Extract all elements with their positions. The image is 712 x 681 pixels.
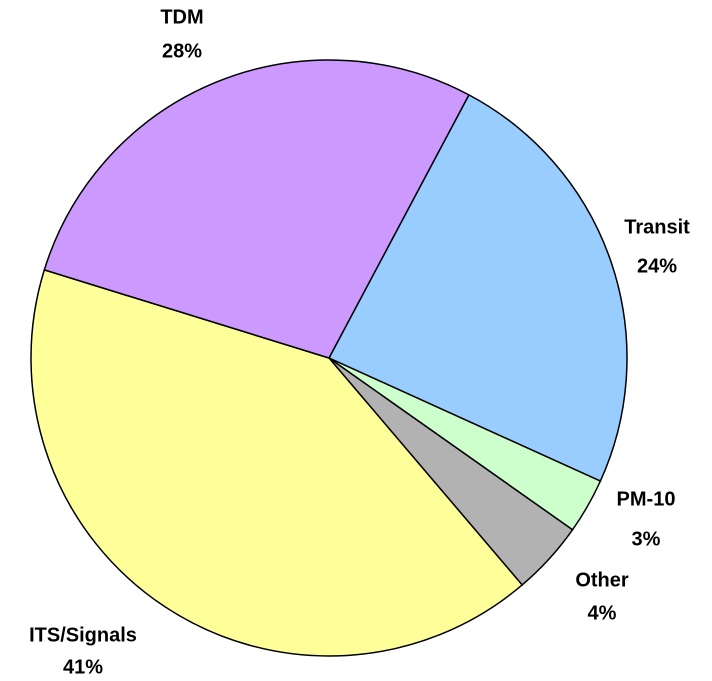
pie-slice	[327, 93, 628, 483]
pie-slice	[30, 268, 524, 657]
slice-value-label: 3%	[632, 528, 661, 550]
slice-value-label: 41%	[63, 656, 103, 678]
slice-label: PM-10	[617, 488, 676, 510]
pie-slice	[43, 59, 470, 359]
slice-label: Other	[575, 569, 629, 591]
slice-value-label: 28%	[162, 40, 202, 62]
slice-label: Transit	[624, 216, 690, 238]
slice-value-label: 4%	[588, 602, 617, 624]
slice-value-label: 24%	[637, 255, 677, 277]
slice-label: TDM	[160, 6, 203, 28]
slice-label: ITS/Signals	[29, 624, 137, 646]
